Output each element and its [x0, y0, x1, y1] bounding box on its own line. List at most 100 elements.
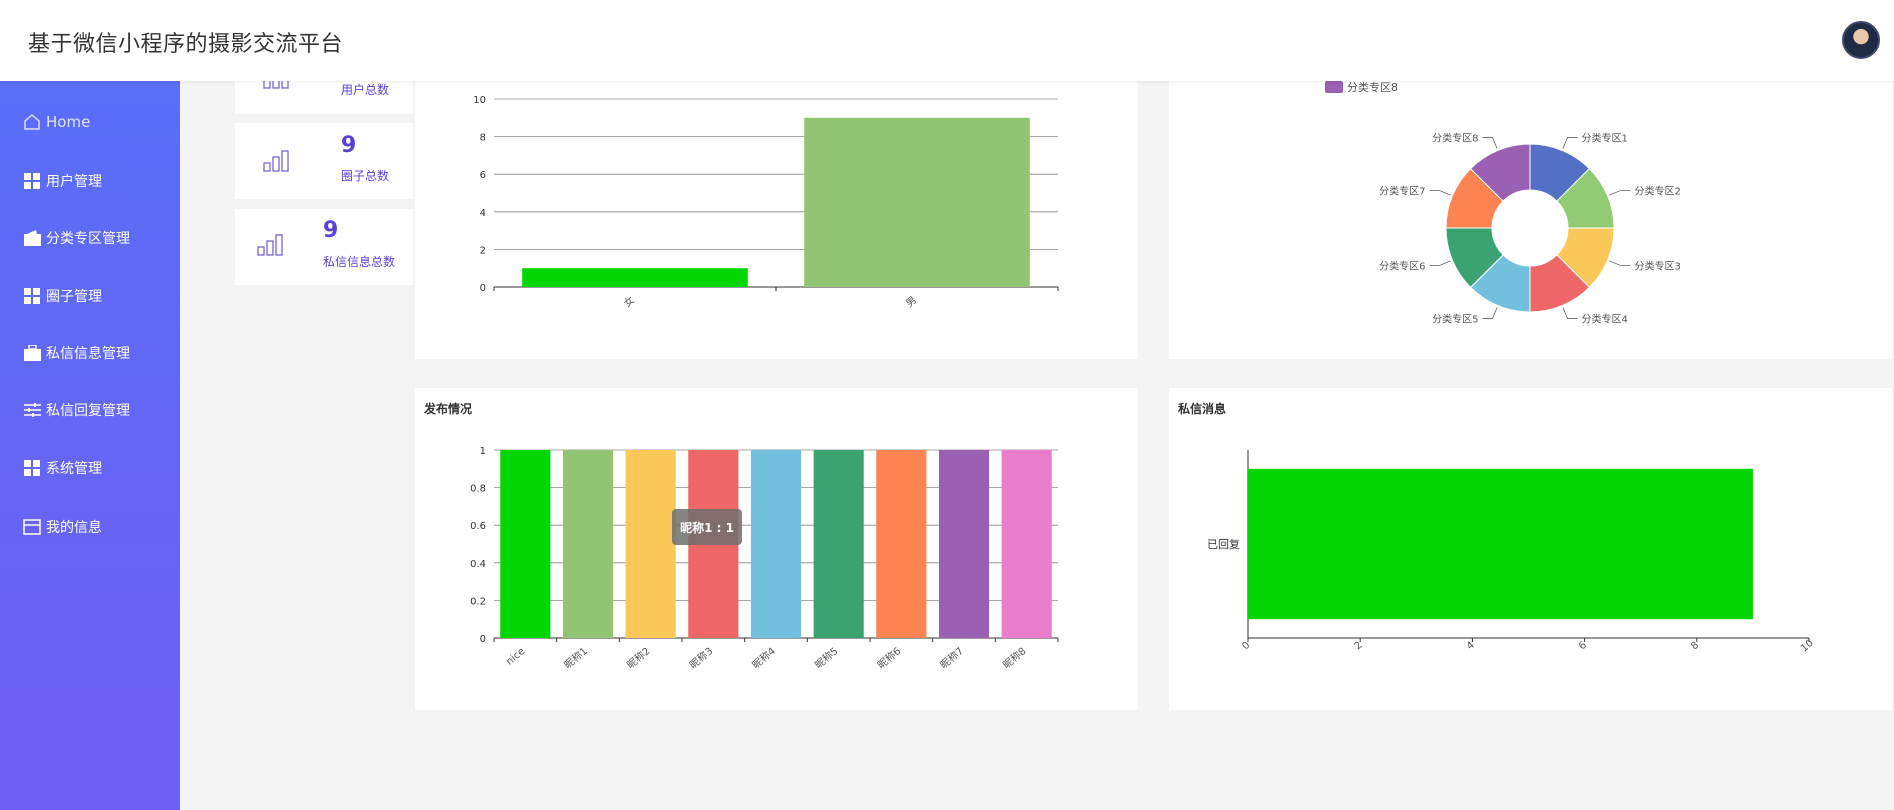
bar: [804, 117, 1030, 287]
y-tick-label: 8: [480, 133, 486, 144]
bar: [1248, 468, 1753, 620]
label-line: [1562, 307, 1578, 319]
y-tick-label: 2: [480, 245, 486, 256]
x-tick-label: 昵称7: [937, 644, 966, 671]
sidebar-item-circles[interactable]: 圈子管理: [22, 283, 102, 309]
x-tick-label: 0: [1240, 640, 1252, 653]
x-tick-label: 男: [904, 294, 919, 310]
y-tick-label: 0.8: [470, 484, 486, 495]
x-tick-label: 昵称8: [1000, 644, 1029, 671]
sliders-icon: [22, 400, 42, 420]
label-line: [1429, 260, 1451, 266]
message-chart-panel: 私信消息 0 2 4 6 8 10 已回复: [1169, 388, 1892, 710]
stat-label: 私信信息总数: [323, 255, 396, 269]
x-tick-label: 昵称5: [812, 644, 841, 671]
bar: [938, 450, 990, 638]
sidebar-item-label: 系统管理: [46, 461, 102, 477]
label-line: [1562, 137, 1578, 149]
sidebar-item-users[interactable]: 用户管理: [22, 168, 102, 194]
top-bar: 基于微信小程序的摄影交流平台: [0, 0, 1894, 81]
x-tick-label: 昵称1: [561, 644, 590, 671]
bar-chart-icon: [257, 233, 285, 261]
sidebar-item-label: 圈子管理: [46, 289, 102, 305]
bar: [813, 450, 864, 638]
slice-label: 分类专区4: [1582, 313, 1628, 326]
bar: [522, 268, 748, 287]
app-title: 基于微信小程序的摄影交流平台: [28, 32, 344, 57]
sidebar: Home 用户管理 分类专区管理 圈子管理 私信信息管理 私信回复管理 系统: [0, 81, 180, 810]
tooltip-text: 昵称1 : 1: [680, 520, 734, 535]
grid-icon: [22, 458, 42, 478]
y-tick-label: 6: [480, 170, 486, 181]
category-pie-chart: 分类专区8 分类专区1 分类专区2 分类专区3 分类专区4 分类专区5 分类专区6 分类专区7…: [1325, 80, 1681, 326]
y-tick-label: 0.2: [470, 596, 486, 607]
stat-card-circles: 9 圈子总数: [235, 123, 413, 199]
y-tick-label: 0: [480, 283, 486, 294]
x-tick-label: 女: [621, 293, 637, 309]
x-tick-label: 2: [1353, 640, 1365, 653]
sidebar-item-label: 我的信息: [46, 520, 102, 536]
slice-label: 分类专区5: [1432, 313, 1478, 326]
label-line: [1429, 190, 1451, 196]
pie-slice: [1469, 143, 1531, 202]
bar: [562, 450, 614, 638]
panel-title: 私信消息: [1178, 402, 1227, 416]
x-tick-label: 8: [1689, 640, 1701, 653]
stat-value: 9: [323, 218, 339, 243]
home-icon: [22, 112, 42, 132]
stat-label: 用户总数: [341, 83, 390, 97]
label-line: [1482, 307, 1498, 319]
sidebar-item-category[interactable]: 分类专区管理: [22, 225, 130, 251]
y-tick-label: 0.4: [470, 559, 486, 570]
slice-label: 分类专区6: [1379, 260, 1425, 273]
bar-chart-icon: [263, 149, 291, 177]
sidebar-item-label: 用户管理: [46, 174, 102, 190]
x-tick-label: 昵称2: [624, 644, 653, 671]
tooltip-box: [672, 509, 742, 545]
sidebar-item-label: Home: [46, 113, 91, 131]
y-tick-label: 4: [480, 208, 486, 219]
user-avatar[interactable]: [1842, 21, 1880, 59]
grid-icon: [22, 286, 42, 306]
bar: [876, 450, 927, 638]
slice-label: 分类专区3: [1635, 260, 1681, 273]
sidebar-item-replies[interactable]: 私信回复管理: [22, 397, 130, 423]
label-line: [1609, 190, 1631, 196]
stat-label: 圈子总数: [341, 169, 390, 183]
x-tick-label: 昵称3: [687, 644, 716, 671]
legend-swatch: [1325, 81, 1343, 93]
card-icon: [22, 517, 42, 537]
bar: [500, 450, 551, 638]
slice-label: 分类专区1: [1582, 131, 1628, 144]
category-pie-panel: 分类专区8 分类专区1 分类专区2 分类专区3 分类专区4 分类专区5 分类专区6 分类专区7…: [1169, 60, 1892, 359]
x-tick-label: 10: [1799, 638, 1816, 655]
sidebar-item-profile[interactable]: 我的信息: [22, 514, 102, 540]
sidebar-item-label: 私信回复管理: [46, 403, 130, 419]
x-tick-label: 昵称6: [875, 644, 904, 671]
publish-bar-chart: 0 0.2 0.4 0.6 0.8 1 nice 昵称1 昵称2 昵称3 昵称4 昵称5 昵称6 昵称7 昵…: [470, 446, 1059, 671]
sidebar-item-system[interactable]: 系统管理: [22, 455, 102, 481]
gender-bar-chart: 0 2 4 6 8 10 女 男: [473, 95, 1059, 310]
slice-label: 分类专区8: [1432, 131, 1478, 144]
x-tick-label: 6: [1577, 640, 1589, 653]
y-tick-label: 10: [473, 95, 486, 106]
panel-title: 发布情况: [424, 402, 473, 416]
y-tick-label: 0: [480, 634, 486, 645]
grid-icon: [22, 171, 42, 191]
label-line: [1482, 137, 1498, 149]
stat-value: 9: [341, 133, 357, 158]
sidebar-item-label: 分类专区管理: [46, 231, 130, 247]
sidebar-item-home[interactable]: Home: [22, 109, 90, 135]
sidebar-item-label: 私信信息管理: [46, 346, 130, 362]
sidebar-item-private-messages[interactable]: 私信信息管理: [22, 340, 130, 366]
bar: [1001, 450, 1052, 638]
stat-card-messages: 9 私信信息总数: [235, 209, 413, 285]
y-tick-label: 1: [480, 446, 486, 457]
wallet-icon: [22, 228, 42, 248]
x-tick-label: 昵称4: [749, 644, 778, 671]
x-tick-label: nice: [504, 646, 527, 668]
briefcase-icon: [22, 343, 42, 363]
y-tick-label: 已回复: [1207, 537, 1240, 551]
legend-label: 分类专区8: [1347, 80, 1398, 94]
gender-chart-panel: 0 2 4 6 8 10 女 男: [415, 60, 1138, 359]
